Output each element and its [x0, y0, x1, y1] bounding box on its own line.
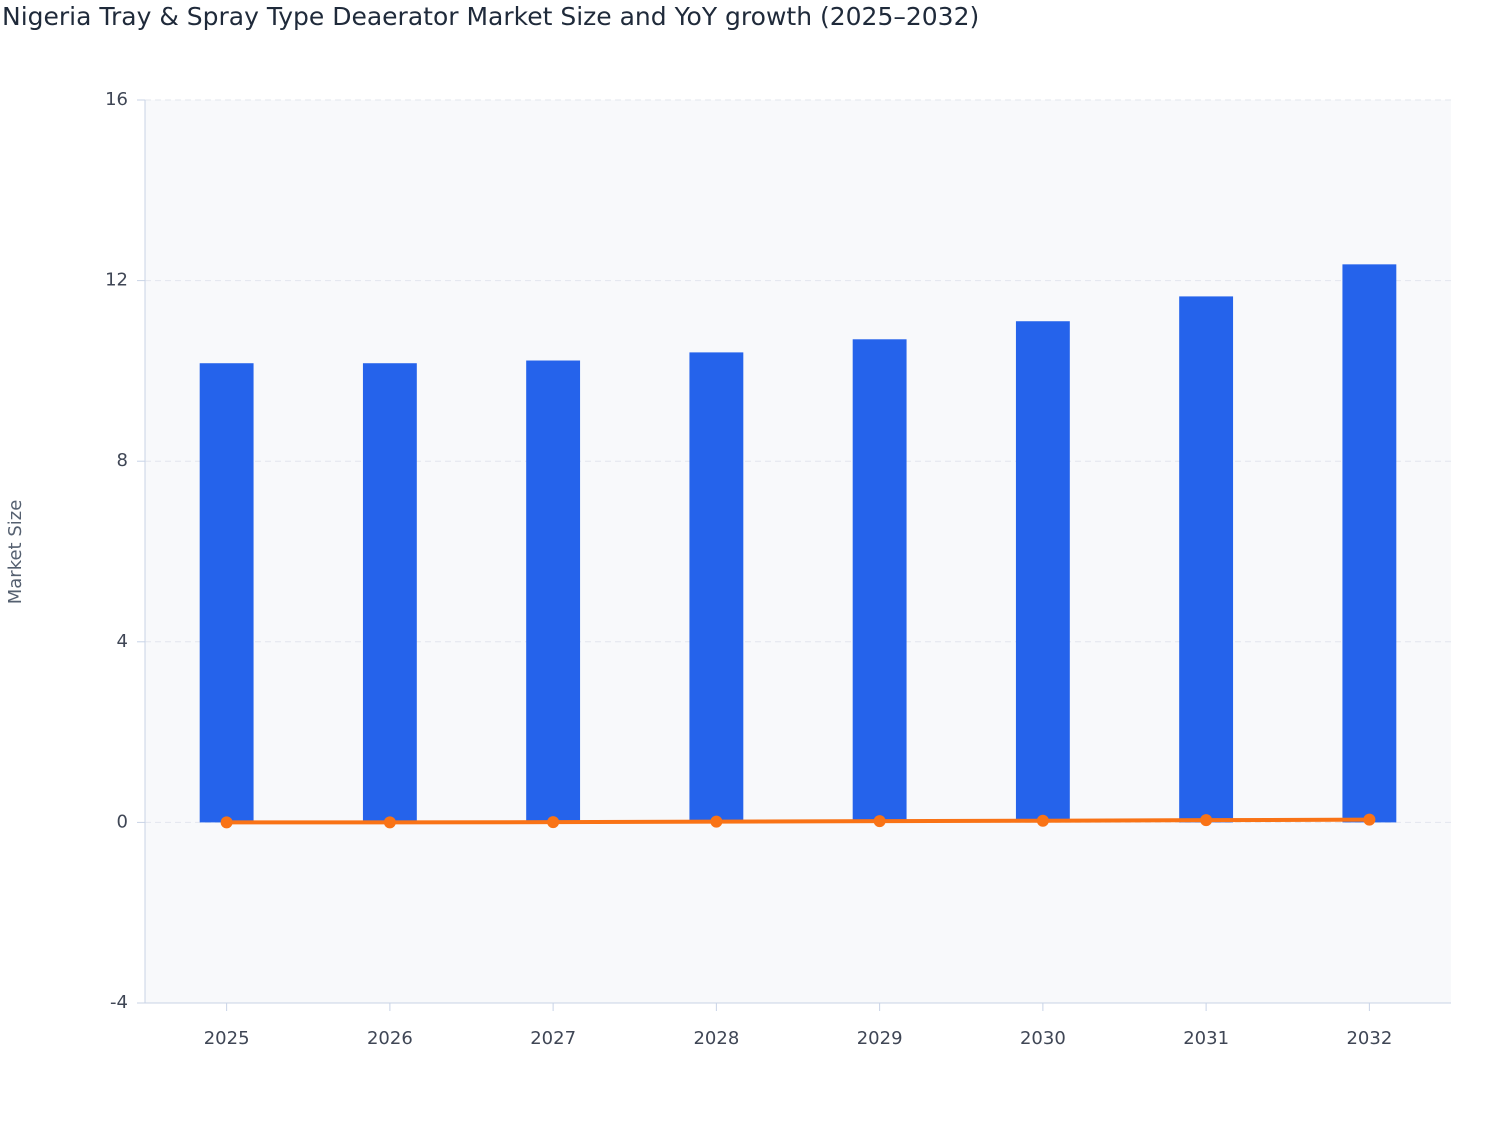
line-point	[547, 816, 560, 829]
y-tick-label: 0	[117, 811, 128, 832]
line-point	[873, 815, 886, 828]
bar	[199, 363, 254, 823]
bar	[1015, 321, 1070, 823]
plot-area	[145, 100, 1451, 1003]
y-tick-label: 12	[105, 270, 128, 291]
x-tick-label: 2031	[1183, 1028, 1229, 1049]
line-point	[220, 816, 233, 829]
x-tick-label: 2026	[367, 1028, 413, 1049]
y-tick-label: 4	[117, 631, 128, 652]
x-tick-label: 2032	[1346, 1028, 1392, 1049]
line-point	[1200, 814, 1213, 827]
line-point	[383, 816, 396, 829]
x-tick-label: 2028	[693, 1028, 739, 1049]
x-tick-label: 2030	[1020, 1028, 1066, 1049]
line-point	[1363, 813, 1376, 826]
bar	[362, 363, 417, 823]
bar	[689, 352, 744, 823]
y-tick-label: -4	[110, 992, 128, 1013]
line-point	[1036, 814, 1049, 827]
y-tick-label: 8	[117, 450, 128, 471]
line	[226, 817, 1370, 825]
line-point	[710, 815, 723, 828]
x-tick-label: 2029	[857, 1028, 903, 1049]
bar	[1179, 296, 1234, 823]
y-tick-label: 16	[105, 89, 128, 110]
bar	[1342, 264, 1397, 823]
y-axis-label: Market Size	[5, 500, 26, 605]
x-tick-label: 2025	[204, 1028, 250, 1049]
chart-title: Nigeria Tray & Spray Type Deaerator Mark…	[2, 2, 979, 31]
x-tick-label: 2027	[530, 1028, 576, 1049]
bar	[526, 360, 581, 823]
bar	[852, 339, 907, 823]
